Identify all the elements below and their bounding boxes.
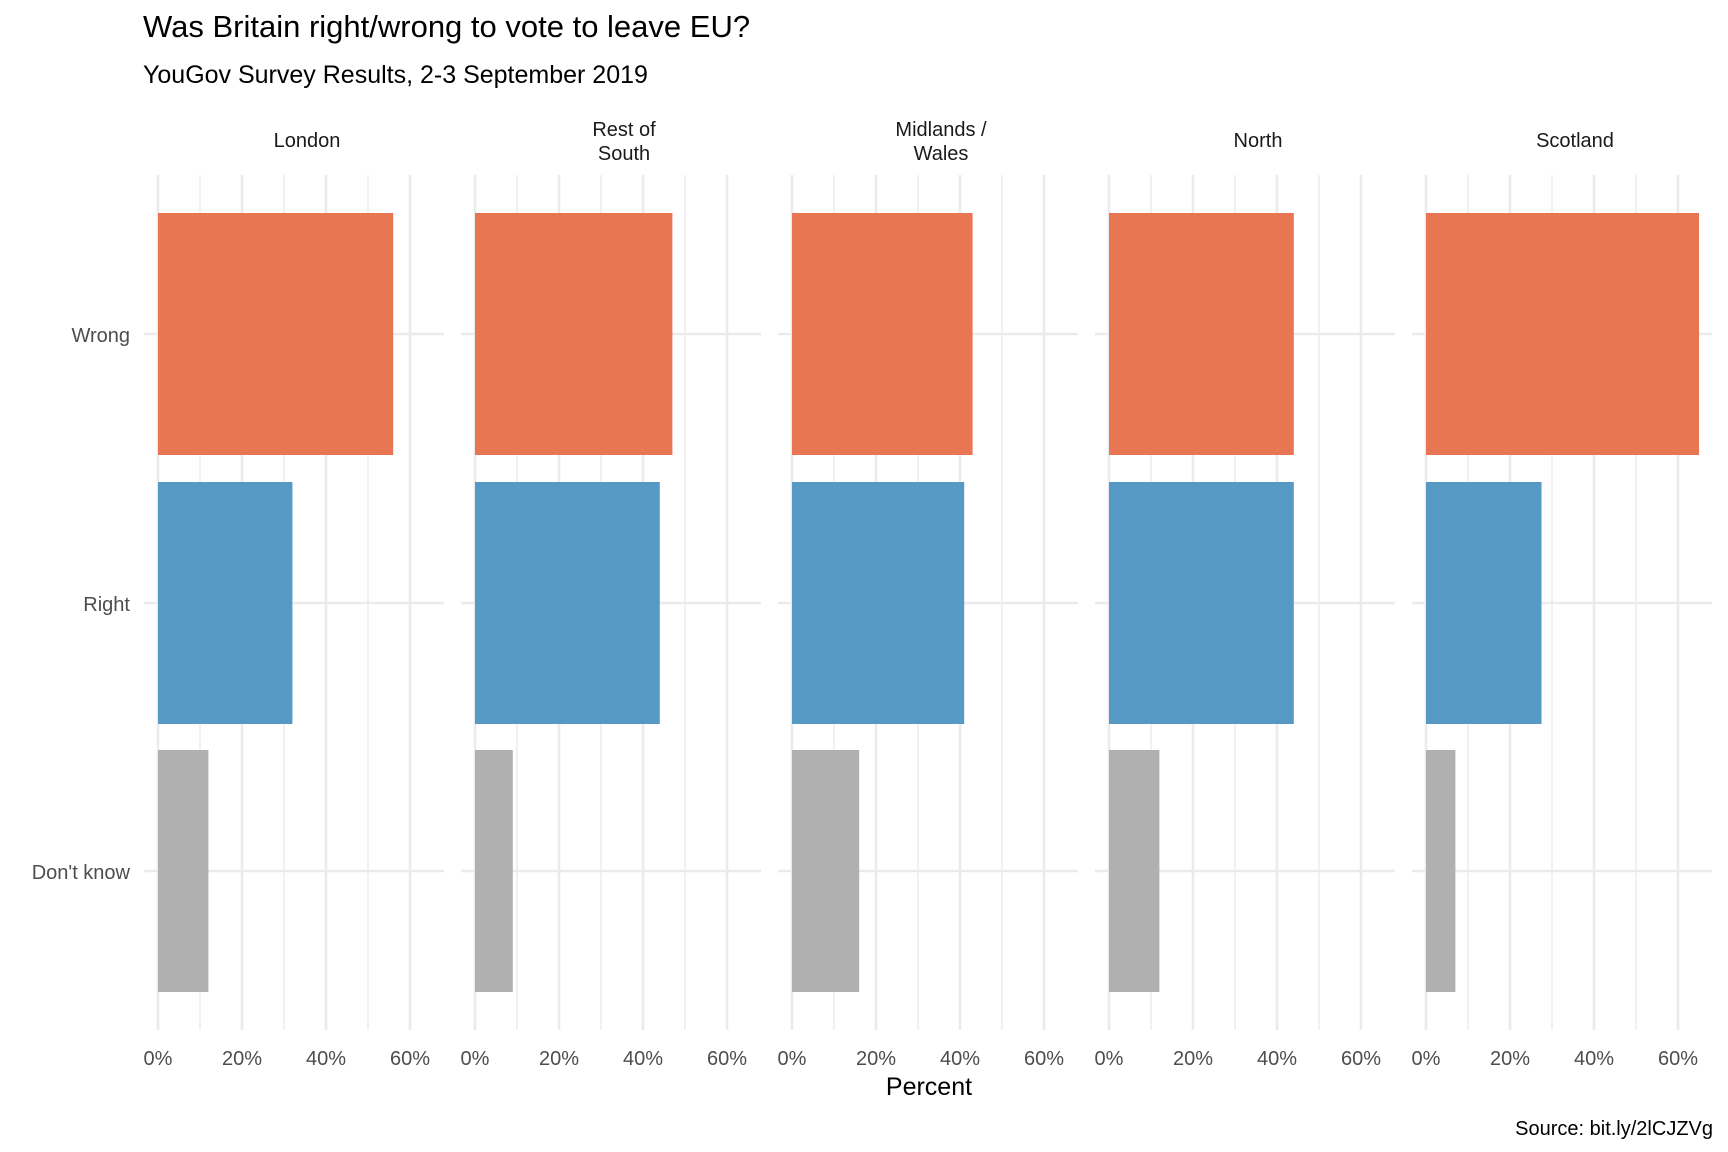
bar-wrong-panel-4 xyxy=(1109,213,1294,455)
x-tick-label: 40% xyxy=(1574,1048,1614,1070)
facet-label-line: Rest of xyxy=(592,119,656,141)
bar-wrong-panel-1 xyxy=(158,213,394,455)
x-tick-label: 40% xyxy=(306,1048,346,1070)
chart-caption: Source: bit.ly/2lCJZVg xyxy=(1515,1118,1713,1140)
x-axis-labels: 0% 20% 40% 60% 0% 20% 40% 60% 0% 20% 40% 60% 0% 20% 40… xyxy=(144,1048,1699,1070)
x-tick-label: 40% xyxy=(940,1048,980,1070)
x-tick-label: 20% xyxy=(856,1048,896,1070)
x-tick-label: 20% xyxy=(1173,1048,1213,1070)
x-axis-title: Percent xyxy=(886,1073,972,1101)
facet-label-line: South xyxy=(598,143,650,165)
bar-right-panel-3 xyxy=(792,482,965,724)
bar-wrong-panel-2 xyxy=(475,213,673,455)
y-category-label: Right xyxy=(83,594,130,616)
bar-right-panel-2 xyxy=(475,482,660,724)
x-tick-label: 0% xyxy=(1095,1048,1124,1070)
bar-don-t-know-panel-3 xyxy=(792,750,860,992)
y-category-label: Don't know xyxy=(32,862,131,884)
x-tick-label: 60% xyxy=(390,1048,430,1070)
x-tick-label: 0% xyxy=(778,1048,807,1070)
bar-right-panel-5 xyxy=(1426,482,1542,724)
bar-wrong-panel-5 xyxy=(1426,213,1699,455)
facet-label-line: Midlands / xyxy=(895,119,987,141)
bar-don-t-know-panel-1 xyxy=(158,750,209,992)
x-tick-label: 20% xyxy=(1490,1048,1530,1070)
x-tick-label: 40% xyxy=(1257,1048,1297,1070)
x-tick-label: 0% xyxy=(1412,1048,1441,1070)
bar-don-t-know-panel-5 xyxy=(1426,750,1456,992)
y-axis-labels: Wrong Right Don't know xyxy=(32,325,131,884)
bar-don-t-know-panel-2 xyxy=(475,750,513,992)
x-tick-label: 0% xyxy=(144,1048,173,1070)
x-tick-label: 60% xyxy=(707,1048,747,1070)
x-tick-label: 20% xyxy=(539,1048,579,1070)
chart-subtitle: YouGov Survey Results, 2-3 September 201… xyxy=(143,61,648,89)
x-tick-label: 40% xyxy=(623,1048,663,1070)
x-tick-label: 60% xyxy=(1658,1048,1698,1070)
bars xyxy=(158,213,1699,992)
bar-wrong-panel-3 xyxy=(792,213,973,455)
x-tick-label: 20% xyxy=(222,1048,262,1070)
bar-right-panel-1 xyxy=(158,482,293,724)
x-tick-label: 60% xyxy=(1024,1048,1064,1070)
bar-right-panel-4 xyxy=(1109,482,1294,724)
facet-label-line: Wales xyxy=(914,143,969,165)
x-tick-label: 0% xyxy=(461,1048,490,1070)
facet-label-line: North xyxy=(1234,130,1283,152)
y-category-label: Wrong xyxy=(71,325,130,347)
facet-label-line: London xyxy=(274,130,341,152)
x-tick-label: 60% xyxy=(1341,1048,1381,1070)
chart-title: Was Britain right/wrong to vote to leave… xyxy=(143,9,750,44)
facet-label-line: Scotland xyxy=(1536,130,1614,152)
bar-don-t-know-panel-4 xyxy=(1109,750,1160,992)
